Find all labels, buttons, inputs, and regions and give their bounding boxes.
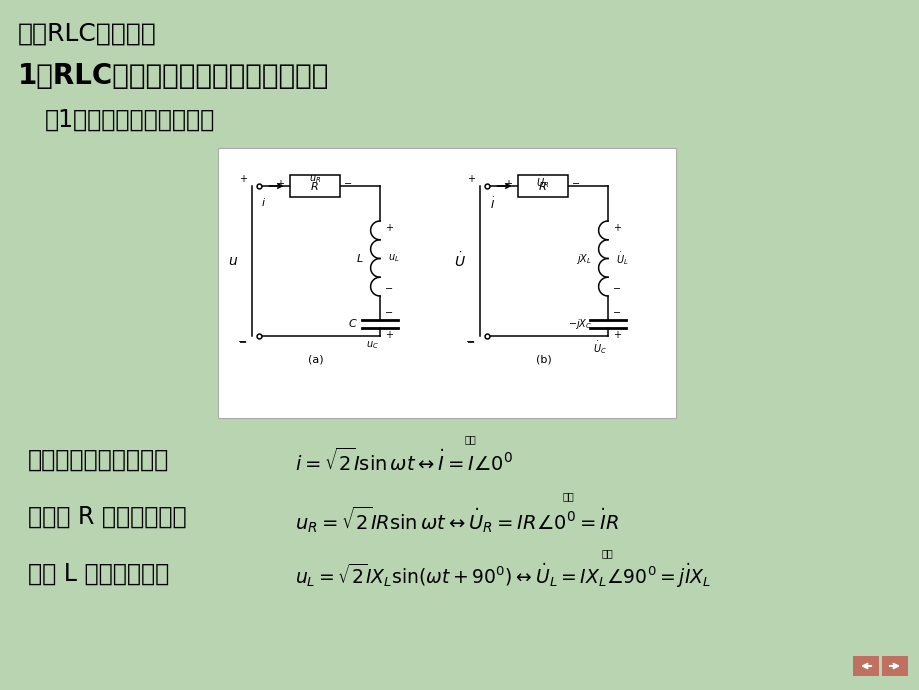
Text: $\dot{U}$: $\dot{U}$ [454,252,466,270]
Text: $u_L = \sqrt{2}IX_L\sin(\omega t+90^0) \leftrightarrow \dot{U}_L = IX_L\angle 90: $u_L = \sqrt{2}IX_L\sin(\omega t+90^0) \… [295,562,710,591]
Text: −: − [466,338,474,348]
Text: 二．RLC串联电路: 二．RLC串联电路 [18,22,156,46]
Text: +: + [467,174,474,184]
Text: −: − [612,284,620,294]
Text: +: + [384,330,392,340]
Text: +: + [239,174,246,184]
Text: $-jX_C$: $-jX_C$ [567,317,592,331]
Text: −: − [572,179,580,189]
Text: $\dot{U}_C$: $\dot{U}_C$ [593,339,607,356]
Bar [289,175,340,197]
Text: −: − [239,338,246,348]
Text: R: R [539,182,546,192]
Text: $jX_L$: $jX_L$ [575,251,591,266]
Text: −: − [344,179,352,189]
Text: 对应: 对应 [463,434,475,444]
Text: $i = \sqrt{2}I\sin\omega t \leftrightarrow \dot{I} = I\angle 0^0$: $i = \sqrt{2}I\sin\omega t \leftrightarr… [295,448,513,475]
Text: +: + [384,223,392,233]
Text: R: R [311,182,319,192]
Text: $\dot{U}_R$: $\dot{U}_R$ [536,173,549,190]
Text: （1）欧姆定律的相量形式: （1）欧姆定律的相量形式 [45,108,215,132]
Text: −: − [384,284,392,294]
Text: −: − [612,308,620,318]
Bar [517,175,567,197]
Text: $i$: $i$ [261,196,267,208]
FancyBboxPatch shape [881,656,907,676]
Text: +: + [276,179,284,189]
Text: +: + [612,223,620,233]
Text: L: L [357,253,363,264]
Text: 若设电路中的电流为：: 若设电路中的电流为： [28,448,169,472]
Text: C: C [347,319,356,329]
Text: (a): (a) [308,354,323,364]
Text: 电感 L 上的电压为：: 电感 L 上的电压为： [28,562,169,586]
Text: 则电阻 R 上的电压为：: 则电阻 R 上的电压为： [28,505,187,529]
Text: $\dot{I}$: $\dot{I}$ [489,196,494,211]
Text: +: + [504,179,512,189]
Text: $u_C$: $u_C$ [365,339,378,351]
Text: $u_R = \sqrt{2}IR\sin\omega t \leftrightarrow \dot{U}_R = IR\angle 0^0 = \dot{I}: $u_R = \sqrt{2}IR\sin\omega t \leftright… [295,505,618,535]
Text: −: − [237,337,246,347]
Text: +: + [612,330,620,340]
Text: $u$: $u$ [228,254,238,268]
FancyBboxPatch shape [852,656,878,676]
FancyBboxPatch shape [218,148,675,418]
Text: $u_L$: $u_L$ [388,253,399,264]
Text: 1．RLC串联电路中电压与电流的关系: 1．RLC串联电路中电压与电流的关系 [18,62,329,90]
Text: $\dot{U}_L$: $\dot{U}_L$ [616,250,628,267]
Text: 对应: 对应 [600,548,612,558]
Text: −: − [384,308,392,318]
Text: $u_R$: $u_R$ [309,173,321,185]
Text: (b): (b) [536,354,551,364]
Text: −: − [465,337,474,347]
Text: 对应: 对应 [562,491,573,501]
